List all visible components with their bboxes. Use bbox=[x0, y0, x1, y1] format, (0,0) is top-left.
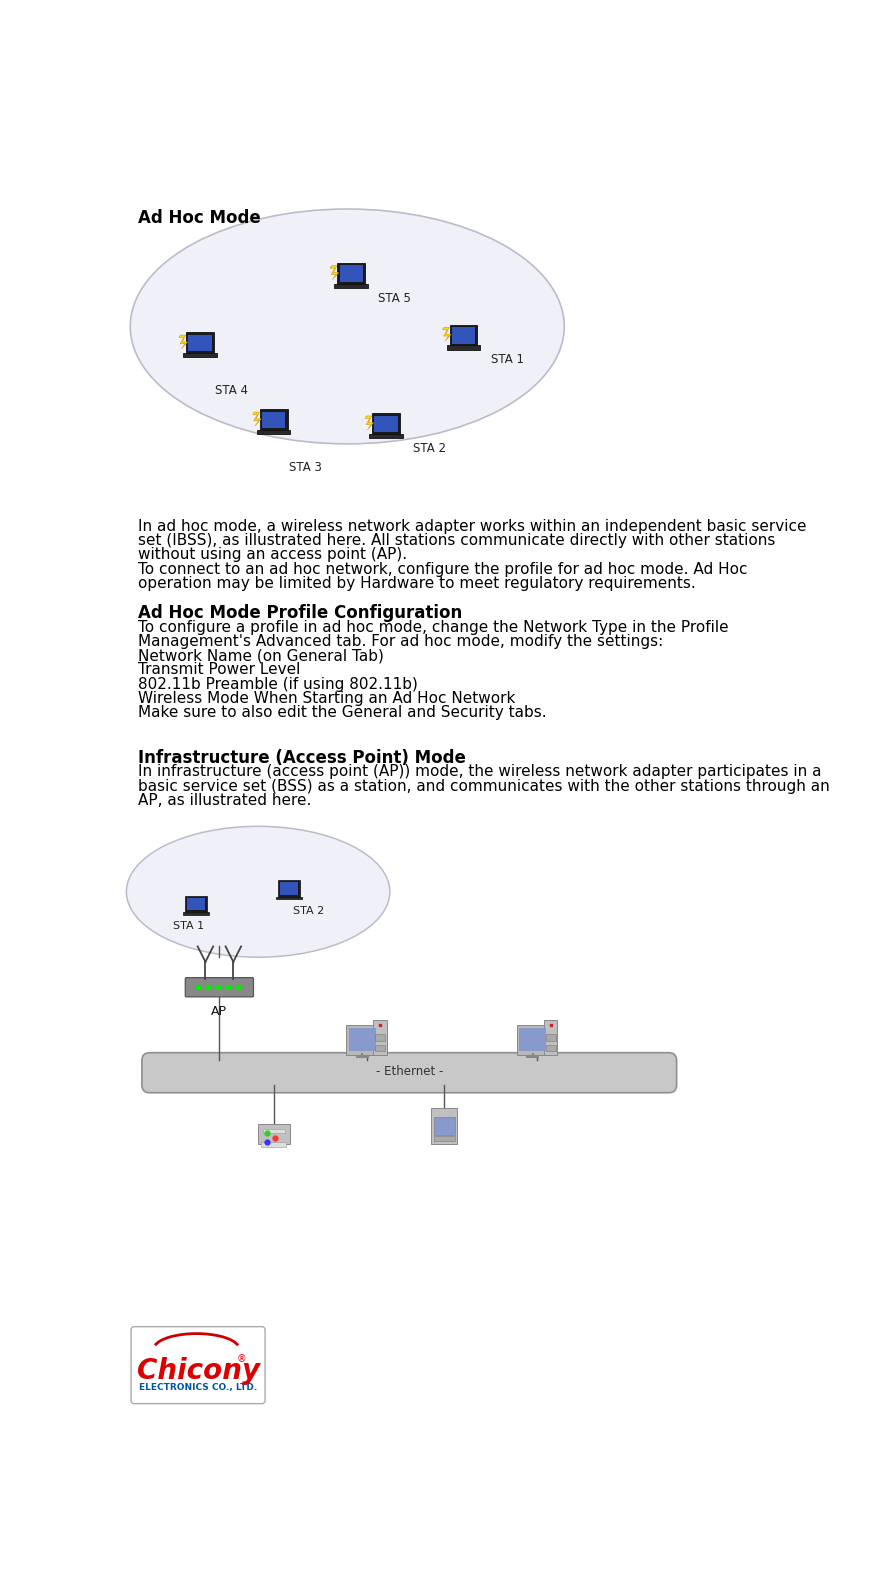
Text: ELECTRONICS CO., LTD.: ELECTRONICS CO., LTD. bbox=[139, 1383, 257, 1392]
FancyBboxPatch shape bbox=[257, 1123, 289, 1144]
FancyBboxPatch shape bbox=[375, 1034, 385, 1041]
Text: Management's Advanced tab. For ad hoc mode, modify the settings:: Management's Advanced tab. For ad hoc mo… bbox=[138, 633, 663, 649]
FancyBboxPatch shape bbox=[346, 1026, 377, 1055]
Polygon shape bbox=[442, 328, 450, 340]
Polygon shape bbox=[280, 883, 298, 896]
FancyBboxPatch shape bbox=[545, 1045, 556, 1052]
Ellipse shape bbox=[130, 208, 563, 444]
Polygon shape bbox=[447, 345, 479, 350]
Polygon shape bbox=[188, 334, 211, 352]
Text: operation may be limited by Hardware to meet regulatory requirements.: operation may be limited by Hardware to … bbox=[138, 576, 695, 590]
Text: basic service set (BSS) as a station, and communicates with the other stations t: basic service set (BSS) as a station, an… bbox=[138, 778, 828, 794]
Text: AP, as illustrated here.: AP, as illustrated here. bbox=[138, 792, 311, 808]
Polygon shape bbox=[260, 409, 287, 430]
Polygon shape bbox=[369, 434, 402, 438]
Polygon shape bbox=[334, 283, 368, 288]
FancyBboxPatch shape bbox=[519, 1028, 546, 1052]
Text: In infrastructure (access point (AP)) mode, the wireless network adapter partici: In infrastructure (access point (AP)) mo… bbox=[138, 764, 820, 780]
Polygon shape bbox=[330, 266, 338, 280]
Polygon shape bbox=[179, 336, 187, 348]
Polygon shape bbox=[449, 325, 477, 345]
Text: Ad Hoc Mode Profile Configuration: Ad Hoc Mode Profile Configuration bbox=[138, 605, 462, 622]
Text: AP: AP bbox=[211, 1006, 227, 1018]
Polygon shape bbox=[261, 412, 284, 428]
Polygon shape bbox=[276, 897, 302, 899]
FancyBboxPatch shape bbox=[433, 1136, 454, 1141]
Polygon shape bbox=[374, 415, 397, 433]
FancyBboxPatch shape bbox=[373, 1020, 386, 1055]
Polygon shape bbox=[278, 880, 299, 897]
FancyBboxPatch shape bbox=[348, 1028, 376, 1052]
Text: STA 1: STA 1 bbox=[173, 921, 204, 931]
Text: Chicony: Chicony bbox=[136, 1357, 260, 1384]
Ellipse shape bbox=[126, 826, 390, 958]
Text: STA 2: STA 2 bbox=[413, 442, 446, 455]
FancyBboxPatch shape bbox=[517, 1026, 548, 1055]
Polygon shape bbox=[186, 333, 214, 353]
Text: Infrastructure (Access Point) Mode: Infrastructure (Access Point) Mode bbox=[138, 749, 465, 767]
FancyBboxPatch shape bbox=[142, 1053, 676, 1093]
Polygon shape bbox=[183, 912, 209, 915]
Text: set (IBSS), as illustrated here. All stations communicate directly with other st: set (IBSS), as illustrated here. All sta… bbox=[138, 533, 774, 549]
Polygon shape bbox=[187, 897, 205, 910]
FancyBboxPatch shape bbox=[185, 977, 253, 998]
Text: Transmit Power Level: Transmit Power Level bbox=[138, 662, 300, 678]
Text: STA 1: STA 1 bbox=[490, 353, 523, 366]
Text: STA 2: STA 2 bbox=[292, 905, 324, 916]
Polygon shape bbox=[257, 430, 290, 434]
Polygon shape bbox=[364, 415, 373, 430]
FancyBboxPatch shape bbox=[260, 1142, 286, 1147]
FancyBboxPatch shape bbox=[431, 1107, 456, 1144]
FancyBboxPatch shape bbox=[375, 1045, 385, 1052]
Text: Network Name (on General Tab): Network Name (on General Tab) bbox=[138, 648, 384, 663]
Polygon shape bbox=[371, 414, 400, 434]
Text: To connect to an ad hoc network, configure the profile for ad hoc mode. Ad Hoc: To connect to an ad hoc network, configu… bbox=[138, 562, 747, 576]
Polygon shape bbox=[339, 266, 362, 282]
Polygon shape bbox=[183, 353, 216, 358]
FancyBboxPatch shape bbox=[545, 1034, 556, 1041]
FancyBboxPatch shape bbox=[131, 1327, 265, 1403]
Text: without using an access point (AP).: without using an access point (AP). bbox=[138, 547, 407, 563]
FancyBboxPatch shape bbox=[543, 1020, 556, 1055]
Text: Wireless Mode When Starting an Ad Hoc Network: Wireless Mode When Starting an Ad Hoc Ne… bbox=[138, 690, 515, 706]
FancyBboxPatch shape bbox=[262, 1128, 284, 1133]
Text: STA 4: STA 4 bbox=[215, 383, 248, 398]
Text: Ad Hoc Mode: Ad Hoc Mode bbox=[138, 208, 260, 226]
Polygon shape bbox=[452, 328, 475, 344]
Polygon shape bbox=[185, 896, 207, 912]
Text: STA 3: STA 3 bbox=[289, 461, 322, 474]
FancyBboxPatch shape bbox=[433, 1117, 454, 1134]
Polygon shape bbox=[337, 263, 365, 283]
Text: To configure a profile in ad hoc mode, change the Network Type in the Profile: To configure a profile in ad hoc mode, c… bbox=[138, 620, 727, 635]
Text: STA 5: STA 5 bbox=[377, 291, 411, 305]
Polygon shape bbox=[253, 412, 260, 426]
Text: ®: ® bbox=[237, 1354, 246, 1363]
Text: 802.11b Preamble (if using 802.11b): 802.11b Preamble (if using 802.11b) bbox=[138, 676, 417, 692]
Text: In ad hoc mode, a wireless network adapter works within an independent basic ser: In ad hoc mode, a wireless network adapt… bbox=[138, 519, 805, 535]
Text: Make sure to also edit the General and Security tabs.: Make sure to also edit the General and S… bbox=[138, 705, 546, 721]
Text: - Ethernet -: - Ethernet - bbox=[375, 1066, 442, 1079]
